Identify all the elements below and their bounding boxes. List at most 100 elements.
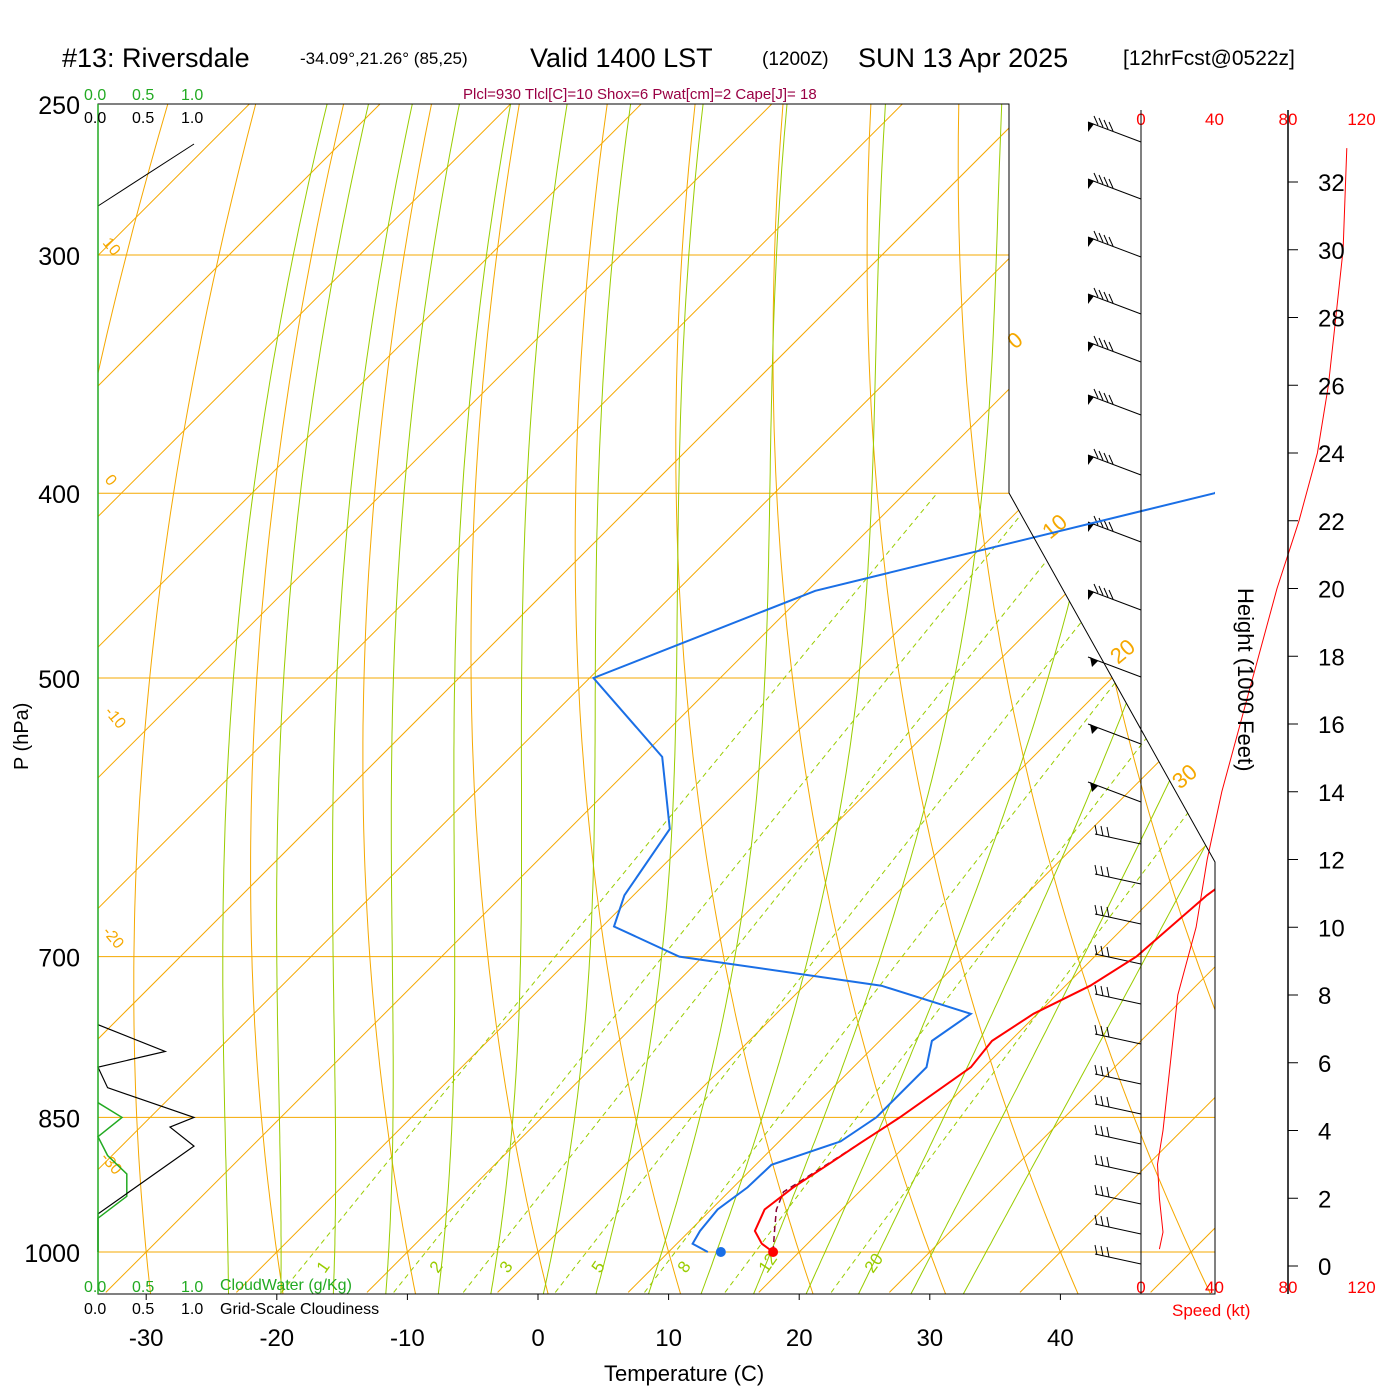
- wind-barb-feather: [1108, 521, 1114, 532]
- wind-barb: [1094, 824, 1142, 845]
- mixing-ratio-line: [393, 492, 1039, 1293]
- cl-top-05: 0.5: [132, 110, 154, 127]
- isotherm-line: [627, 104, 1215, 1293]
- mixing-ratio-line: [644, 492, 1215, 1293]
- wind-barb-pennant: [1088, 590, 1094, 600]
- isotherm-line: [98, 104, 566, 1293]
- station-coords: -34.09°,21.26° (85,25): [300, 49, 468, 68]
- wind-barb-feather: [1100, 1155, 1104, 1167]
- utc-time: (1200Z): [762, 49, 829, 70]
- wind-barb: [1087, 335, 1142, 363]
- mixing-ratio-label: 1: [313, 1258, 334, 1277]
- wind-barb-feather: [1093, 388, 1099, 399]
- moist-adiabat: [384, 104, 483, 1294]
- wind-barb-staff: [1094, 1103, 1142, 1115]
- pressure-tick-label: 700: [38, 945, 80, 973]
- isotherm-line: [98, 104, 1088, 1293]
- height-tick-label: 16: [1318, 712, 1345, 739]
- temp-tick-label: 10: [655, 1325, 682, 1352]
- wind-barb-pennant: [1088, 455, 1094, 465]
- wind-barb: [1087, 515, 1142, 543]
- isotherm-label: 10: [1037, 509, 1072, 544]
- wind-barb-feather: [1108, 293, 1114, 304]
- temperature-line: [753, 888, 1215, 1253]
- mixing-ratio-label: 3: [496, 1258, 517, 1277]
- speed-tick-label-bottom: 120: [1347, 1278, 1375, 1297]
- wind-barb-feather: [1094, 824, 1098, 836]
- height-tick-label: 26: [1318, 373, 1345, 400]
- wind-barb-feather: [1100, 1065, 1104, 1077]
- isotherm-line: [98, 104, 957, 1293]
- isotherm-line: [236, 104, 1215, 1293]
- cw-top-0: 0.0: [84, 87, 106, 104]
- wind-barb: [1094, 1154, 1142, 1175]
- wind-barb-staff: [1087, 178, 1142, 200]
- dry-adiabat: [574, 104, 683, 1294]
- wind-barb-staff: [1094, 1193, 1142, 1205]
- height-tick-label: 32: [1318, 170, 1345, 197]
- mixing-ratio-line: [830, 492, 1215, 1293]
- wind-barb-staff: [1094, 1133, 1142, 1145]
- height-axis-title: Height (1000 Feet): [1233, 588, 1258, 771]
- wind-barb-feather: [1106, 1126, 1110, 1138]
- cw-bot-05: 0.5: [132, 1279, 154, 1296]
- height-tick-label: 6: [1318, 1051, 1331, 1078]
- dry-adiabat: [772, 104, 949, 1294]
- cw-bot-1: 1.0: [181, 1279, 203, 1296]
- wind-barb: [1094, 984, 1142, 1005]
- wind-barb-feather: [1106, 1066, 1110, 1078]
- wind-barb-feather: [1094, 944, 1098, 956]
- height-tick-label: 18: [1318, 644, 1345, 671]
- wind-barb-staff: [1087, 589, 1142, 611]
- dry-adiabat: [1045, 104, 1215, 1294]
- height-tick-label: 30: [1318, 238, 1345, 265]
- wind-barb-feather: [1100, 1245, 1104, 1257]
- mixing-ratio-label: 20: [861, 1250, 887, 1276]
- moist-adiabat: [541, 104, 648, 1294]
- wind-barb-pennant: [1088, 122, 1094, 132]
- wind-barb-pennant: [1088, 179, 1094, 189]
- wind-barb: [1087, 115, 1142, 143]
- isotherm-label: 30: [1167, 759, 1202, 794]
- wind-barb-feather: [1106, 986, 1110, 998]
- wind-barb-feather: [1094, 1184, 1098, 1196]
- cloudiness-top-segment: [97, 143, 195, 207]
- wind-barb-staff: [1094, 993, 1142, 1005]
- wind-barb: [1094, 904, 1142, 925]
- pressure-tick-label: 850: [38, 1105, 80, 1133]
- wind-barb: [1094, 1214, 1142, 1235]
- moist-adiabat: [489, 104, 587, 1294]
- wind-barb-feather: [1100, 1025, 1104, 1037]
- speed-tick-label-top: 40: [1205, 110, 1224, 129]
- mixing-ratio-label: 8: [674, 1258, 695, 1277]
- isotherm-line: [98, 104, 1215, 1293]
- isotherm-line: [758, 104, 1215, 1293]
- dry-adiabat: [1131, 104, 1215, 1294]
- wind-barb-feather: [1098, 117, 1104, 128]
- wind-barb-feather: [1100, 905, 1104, 917]
- wind-barb-feather: [1106, 1026, 1110, 1038]
- wind-barb-feather: [1108, 394, 1114, 405]
- wind-barb-feather: [1108, 121, 1114, 132]
- wind-barb-feather: [1093, 515, 1099, 526]
- wind-barb-feather: [1093, 335, 1099, 346]
- wind-barb: [1087, 287, 1142, 315]
- wind-barb-feather: [1098, 585, 1104, 596]
- theta-label: -20: [99, 924, 127, 953]
- cloudiness-line: [97, 1024, 196, 1252]
- wind-barb-feather: [1094, 1024, 1098, 1036]
- moist-adiabat: [698, 104, 895, 1294]
- wind-barb: [1087, 172, 1142, 200]
- wind-barb-pennant: [1088, 342, 1094, 352]
- dry-adiabat: [133, 104, 286, 1294]
- wind-barb-pennant: [1090, 657, 1098, 667]
- wind-barb-feather: [1094, 1214, 1098, 1226]
- temp-tick-label: -20: [259, 1325, 294, 1352]
- wind-barb-pennant: [1088, 294, 1094, 304]
- moist-adiabat: [907, 104, 1215, 1294]
- station-title: #13: Riversdale: [62, 43, 250, 73]
- wind-barb-feather: [1094, 1094, 1098, 1106]
- pressure-tick-label: 400: [38, 481, 80, 509]
- wind-barb-feather: [1106, 906, 1110, 918]
